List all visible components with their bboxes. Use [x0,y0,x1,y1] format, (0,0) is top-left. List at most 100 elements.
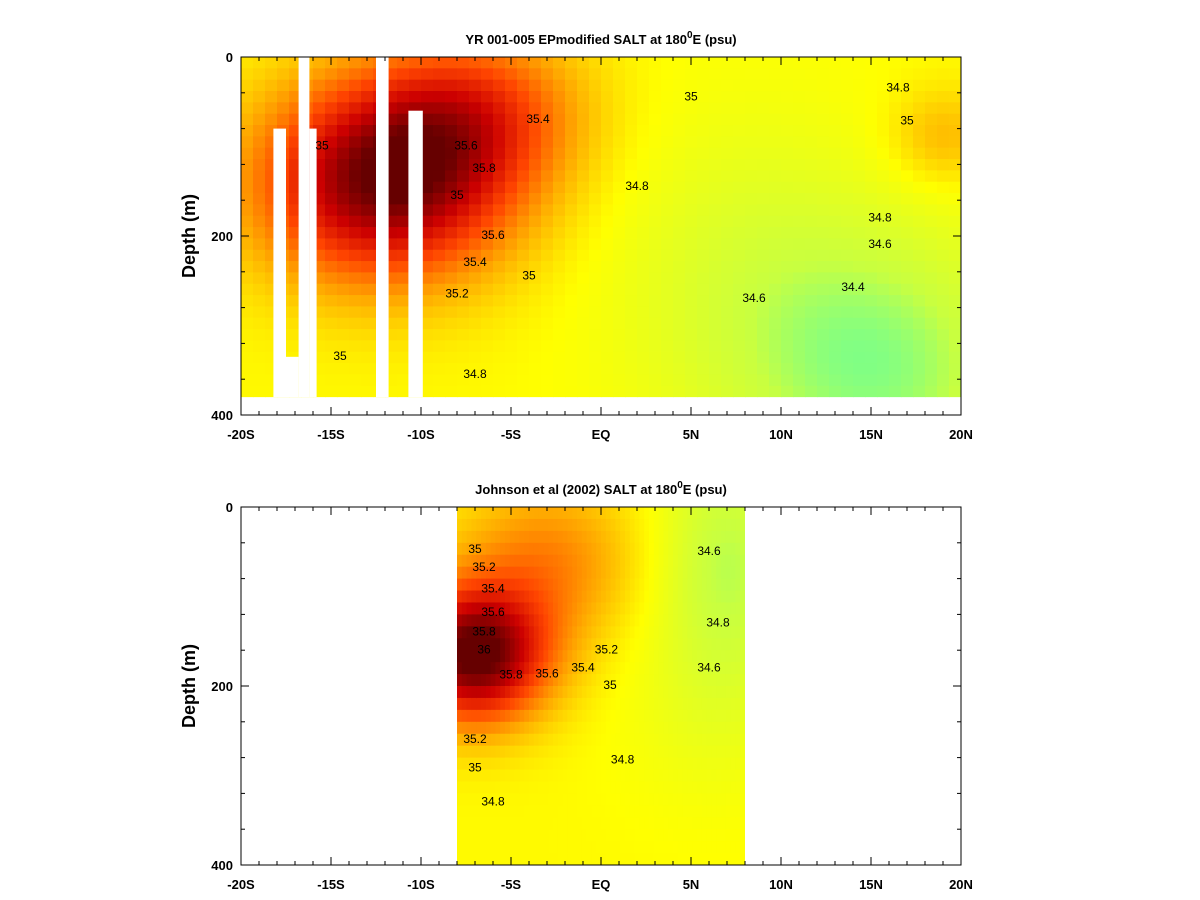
heat-cell [658,578,664,592]
heat-cell [949,193,961,205]
heat-cell [725,686,732,699]
heat-cell [490,518,496,532]
contour-label: 35.6 [454,139,478,153]
heat-cell [740,686,745,699]
heat-cell [485,650,492,663]
heat-cell [913,125,926,137]
heat-cell [538,853,544,865]
heat-cell [913,385,926,398]
heat-cell [589,283,602,296]
heat-cell [725,554,732,568]
heat-cell [553,215,566,228]
heat-cell [634,542,640,556]
heat-cell [757,374,770,387]
heat-cell [841,363,854,376]
heat-cell [937,329,950,342]
heat-cell [841,385,854,398]
heat-cell [241,249,254,262]
heat-cell [538,566,544,580]
heat-cell [241,283,254,296]
heat-cell [937,159,950,171]
heat-cell [706,733,712,747]
heat-cell [505,626,511,639]
heat-cell [500,841,506,854]
heat-cell [548,542,554,556]
heat-cell [733,57,746,69]
heat-cell [701,578,708,592]
heat-cell [697,805,703,818]
heat-cell [730,686,736,699]
heat-cell [805,136,818,149]
heat-cell [457,745,463,759]
heat-cell [877,329,890,342]
heat-cell [663,542,669,556]
heat-cell [625,295,638,308]
heat-cell [687,638,693,651]
heat-cell [589,340,602,353]
heat-cell [445,102,458,115]
heat-cell [485,542,492,556]
heat-cell [596,841,602,854]
heat-cell [553,841,559,854]
heat-cell [529,709,535,723]
heat-cell [577,295,590,308]
heat-cell [757,68,770,81]
x-tick-label: 5N [683,427,700,442]
heat-cell [529,721,535,735]
missing-data-bar [309,128,317,398]
heat-cell [514,566,520,580]
heat-cell [615,507,621,520]
heat-cell [673,181,686,194]
heat-cell [481,602,487,615]
heat-cell [735,518,741,532]
heat-cell [613,340,626,353]
heat-cell [476,650,482,663]
heat-cell [706,518,712,532]
heat-cell [853,91,866,103]
heat-cell [471,769,477,783]
heat-cell [653,507,660,520]
heat-cell [469,113,482,126]
heat-cell [289,68,302,81]
heat-cell [541,102,554,115]
heat-cell [289,329,302,342]
heat-cell [265,340,278,353]
heat-cell [829,227,842,239]
heat-cell [613,57,626,69]
heat-cell [649,829,655,842]
heat-cell [601,295,614,308]
heat-cell [519,841,525,854]
heat-cell [361,306,374,319]
heat-cell [781,204,794,217]
heat-cell [471,709,477,723]
heat-cell [735,507,741,520]
heat-cell [517,272,530,285]
heat-cell [697,709,703,723]
heat-cell [687,614,693,627]
heat-cell [620,757,626,771]
heat-cell [572,614,578,627]
heat-cell [313,215,326,228]
heat-cell [634,829,640,842]
heat-cell [925,204,938,217]
heat-cell [889,363,902,376]
heat-cell [853,317,866,330]
heat-cell [687,530,693,544]
heat-cell [673,295,686,308]
heat-cell [519,578,525,592]
heat-cell [514,769,520,783]
heat-cell [793,113,806,126]
heat-cell [533,805,540,818]
heat-cell [469,193,482,205]
heat-cell [529,102,542,115]
heat-cell [682,590,688,604]
heat-cell [605,697,612,711]
heat-cell [313,283,326,296]
heat-cell [663,733,669,747]
heat-cell [637,125,650,137]
heat-cell [421,57,434,69]
heat-cell [733,329,746,342]
heat-cell [557,853,564,865]
heat-cell [485,781,492,794]
heat-cell [457,566,463,580]
